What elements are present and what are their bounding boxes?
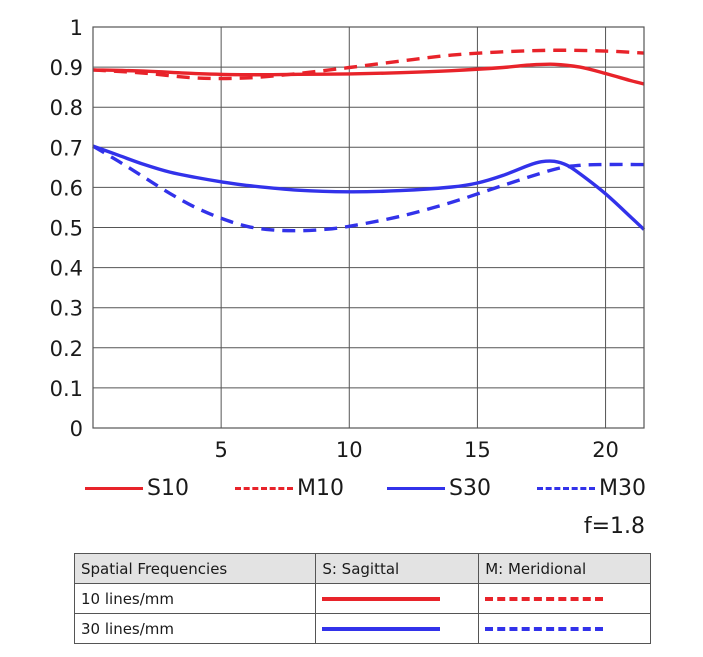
table-row: 10 lines/mm <box>73 583 651 614</box>
row-label-30lines: 30 lines/mm <box>73 613 317 644</box>
y-tick-label: 0.9 <box>50 56 83 80</box>
y-tick-label: 0 <box>70 417 83 441</box>
legend-label-m30: M30 <box>599 475 646 501</box>
plot-frame <box>92 26 645 429</box>
x-tick-label: 20 <box>592 438 619 462</box>
header-sagittal: S: Sagittal <box>315 553 480 584</box>
legend-label-s10: S10 <box>147 475 189 501</box>
legend-item-s10: S10 <box>85 472 189 504</box>
y-tick-label: 0.2 <box>50 337 83 361</box>
y-tick-label: 0.8 <box>50 96 83 120</box>
sample-s10 <box>315 583 480 614</box>
y-tick-label: 1 <box>70 16 83 40</box>
y-tick-label: 0.7 <box>50 136 83 160</box>
series-line-s30 <box>92 144 646 231</box>
key-table-header-row: Spatial Frequencies S: Sagittal M: Merid… <box>73 553 651 584</box>
y-tick-label: 0.6 <box>50 176 83 200</box>
tick-labels: 00.10.20.30.40.50.60.70.80.915 10 15 20 <box>50 16 619 462</box>
legend-swatch-m30 <box>537 486 595 490</box>
y-tick-label: 0.3 <box>50 297 83 321</box>
sample-m10 <box>478 583 651 614</box>
legend-item-m30: M30 <box>537 472 646 504</box>
legend-key-table: Spatial Frequencies S: Sagittal M: Merid… <box>73 553 651 644</box>
table-row: 30 lines/mm <box>73 613 651 644</box>
dashed-line-sample <box>485 596 604 601</box>
x-tick-label: 15 <box>464 438 491 462</box>
series-line-s10 <box>92 62 645 86</box>
header-meridional: M: Meridional <box>478 553 651 584</box>
legend-swatch-s10 <box>85 486 143 490</box>
dashed-line-sample <box>485 626 604 631</box>
y-tick-label: 0.1 <box>50 377 83 401</box>
series-line-m30 <box>92 144 645 233</box>
sample-s30 <box>315 613 480 644</box>
aperture-label: f=1.8 <box>583 514 645 539</box>
grid-layer <box>93 26 644 429</box>
legend-swatch-m10 <box>235 486 293 490</box>
legend-label-m10: M10 <box>297 475 344 501</box>
y-tick-label: 0.5 <box>50 217 83 241</box>
legend-label-s30: S30 <box>449 475 491 501</box>
x-tick-label: 5 <box>214 438 227 462</box>
row-label-10lines: 10 lines/mm <box>73 583 317 614</box>
header-spatial-frequencies: Spatial Frequencies <box>73 553 317 584</box>
solid-line-sample <box>322 596 441 601</box>
sample-m30 <box>478 613 651 644</box>
legend-item-s30: S30 <box>387 472 491 504</box>
series-layer <box>92 48 646 233</box>
x-tick-label: 10 <box>336 438 363 462</box>
mtf-chart: 00.10.20.30.40.50.60.70.80.915 10 15 20 <box>50 16 646 462</box>
legend: S10 M10 S30 M30 <box>85 472 665 504</box>
legend-swatch-s30 <box>387 486 445 490</box>
series-line-m10 <box>92 48 645 81</box>
y-tick-label: 0.4 <box>50 257 83 281</box>
solid-line-sample <box>322 626 441 631</box>
legend-item-m10: M10 <box>235 472 344 504</box>
